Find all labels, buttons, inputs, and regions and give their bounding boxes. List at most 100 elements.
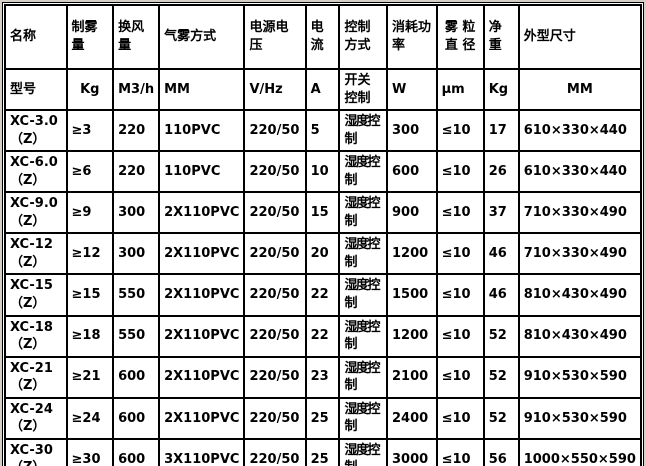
table-row: XC-9.0（Z） ≥9 300 2X110PVC 220/50 15 湿度控制 900 ≤10… bbox=[4, 191, 643, 235]
voltage-cell: 220/50 bbox=[243, 232, 307, 276]
voltage-cell: 220/50 bbox=[243, 273, 307, 317]
current-cell: 25 bbox=[304, 396, 341, 440]
net-weight-cell: 52 bbox=[482, 355, 520, 399]
table-header: 名称 制雾量 换风量 气雾方式 电源电压 电流 控制方式 消耗功 率 雾 粒 直… bbox=[4, 4, 643, 112]
mist-method-cell: 3X110PVC bbox=[158, 437, 246, 466]
mist-output-cell: ≥18 bbox=[65, 314, 115, 358]
power-cell: 1500 bbox=[385, 273, 438, 317]
unit-switch-control: 开关控制 bbox=[338, 67, 388, 112]
power-cell: 2100 bbox=[385, 355, 438, 399]
mist-method-cell: 2X110PVC bbox=[158, 273, 246, 317]
power-cell: 3000 bbox=[385, 437, 438, 466]
droplet-diameter-cell: ≤10 bbox=[435, 191, 485, 235]
table-row: XC-12（Z） ≥12 300 2X110PVC 220/50 20 湿度控制 1200 ≤1… bbox=[4, 232, 643, 276]
droplet-diameter-cell: ≤10 bbox=[435, 396, 485, 440]
mist-output-cell: ≥9 bbox=[65, 191, 115, 235]
droplet-diameter-cell: ≤10 bbox=[435, 355, 485, 399]
unit-m3h: M3/h bbox=[112, 67, 161, 112]
unit-mm2: MM bbox=[517, 67, 643, 112]
dimensions-cell: 610×330×440 bbox=[517, 109, 643, 153]
power-cell: 600 bbox=[385, 150, 438, 194]
power-cell: 2400 bbox=[385, 396, 438, 440]
unit-a: A bbox=[304, 67, 341, 112]
control-mode-cell: 湿度控制 bbox=[338, 396, 388, 440]
mist-output-cell: ≥3 bbox=[65, 109, 115, 153]
model-cell: XC-3.0（Z） bbox=[4, 109, 68, 153]
air-volume-cell: 550 bbox=[112, 314, 161, 358]
dimensions-cell: 610×330×440 bbox=[517, 150, 643, 194]
table-row: XC-6.0（Z） ≥6 220 110PVC 220/50 10 湿度控制 600 ≤10 26… bbox=[4, 150, 643, 194]
net-weight-cell: 56 bbox=[482, 437, 520, 466]
mist-method-cell: 110PVC bbox=[158, 109, 246, 153]
net-weight-cell: 52 bbox=[482, 314, 520, 358]
dimensions-cell: 710×330×490 bbox=[517, 191, 643, 235]
current-cell: 20 bbox=[304, 232, 341, 276]
air-volume-cell: 300 bbox=[112, 191, 161, 235]
voltage-cell: 220/50 bbox=[243, 109, 307, 153]
unit-kg2: Kg bbox=[482, 67, 520, 112]
control-mode-cell: 湿度控制 bbox=[338, 232, 388, 276]
unit-kg: Kg bbox=[65, 67, 115, 112]
dimensions-cell: 910×530×590 bbox=[517, 355, 643, 399]
power-cell: 1200 bbox=[385, 314, 438, 358]
spec-table: 名称 制雾量 换风量 气雾方式 电源电压 电流 控制方式 消耗功 率 雾 粒 直… bbox=[4, 4, 643, 466]
droplet-diameter-cell: ≤10 bbox=[435, 314, 485, 358]
header-control: 控制方式 bbox=[338, 4, 388, 70]
header-mist-output: 制雾量 bbox=[65, 4, 115, 70]
header-mist-method: 气雾方式 bbox=[158, 4, 246, 70]
net-weight-cell: 46 bbox=[482, 273, 520, 317]
voltage-cell: 220/50 bbox=[243, 314, 307, 358]
current-cell: 23 bbox=[304, 355, 341, 399]
power-cell: 1200 bbox=[385, 232, 438, 276]
air-volume-cell: 220 bbox=[112, 150, 161, 194]
model-cell: XC-24（Z） bbox=[4, 396, 68, 440]
header-air-volume: 换风量 bbox=[112, 4, 161, 70]
current-cell: 10 bbox=[304, 150, 341, 194]
model-cell: XC-21（Z） bbox=[4, 355, 68, 399]
unit-vhz: V/Hz bbox=[243, 67, 307, 112]
net-weight-cell: 52 bbox=[482, 396, 520, 440]
current-cell: 22 bbox=[304, 314, 341, 358]
dimensions-cell: 1000×550×590 bbox=[517, 437, 643, 466]
current-cell: 15 bbox=[304, 191, 341, 235]
unit-mm: MM bbox=[158, 67, 246, 112]
droplet-diameter-cell: ≤10 bbox=[435, 232, 485, 276]
voltage-cell: 220/50 bbox=[243, 437, 307, 466]
header-row-titles: 名称 制雾量 换风量 气雾方式 电源电压 电流 控制方式 消耗功 率 雾 粒 直… bbox=[4, 4, 643, 70]
mist-method-cell: 2X110PVC bbox=[158, 191, 246, 235]
droplet-diameter-cell: ≤10 bbox=[435, 109, 485, 153]
header-dimensions: 外型尺寸 bbox=[517, 4, 643, 70]
droplet-diameter-cell: ≤10 bbox=[435, 150, 485, 194]
droplet-diameter-cell: ≤10 bbox=[435, 437, 485, 466]
model-cell: XC-12（Z） bbox=[4, 232, 68, 276]
current-cell: 22 bbox=[304, 273, 341, 317]
voltage-cell: 220/50 bbox=[243, 191, 307, 235]
current-cell: 5 bbox=[304, 109, 341, 153]
table-row: XC-18（Z） ≥18 550 2X110PVC 220/50 22 湿度控制 1200 ≤1… bbox=[4, 314, 643, 358]
dimensions-cell: 910×530×590 bbox=[517, 396, 643, 440]
air-volume-cell: 220 bbox=[112, 109, 161, 153]
header-name: 名称 bbox=[4, 4, 68, 70]
net-weight-cell: 17 bbox=[482, 109, 520, 153]
model-cell: XC-9.0（Z） bbox=[4, 191, 68, 235]
control-mode-cell: 湿度控制 bbox=[338, 191, 388, 235]
control-mode-cell: 湿度控制 bbox=[338, 273, 388, 317]
mist-method-cell: 110PVC bbox=[158, 150, 246, 194]
mist-method-cell: 2X110PVC bbox=[158, 232, 246, 276]
mist-output-cell: ≥24 bbox=[65, 396, 115, 440]
dimensions-cell: 810×430×490 bbox=[517, 314, 643, 358]
droplet-diameter-cell: ≤10 bbox=[435, 273, 485, 317]
model-cell: XC-15（Z） bbox=[4, 273, 68, 317]
net-weight-cell: 26 bbox=[482, 150, 520, 194]
table-row: XC-24（Z） ≥24 600 2X110PVC 220/50 25 湿度控制 2400 ≤1… bbox=[4, 396, 643, 440]
mist-output-cell: ≥30 bbox=[65, 437, 115, 466]
unit-w: W bbox=[385, 67, 438, 112]
model-cell: XC-18（Z） bbox=[4, 314, 68, 358]
mist-output-cell: ≥12 bbox=[65, 232, 115, 276]
air-volume-cell: 550 bbox=[112, 273, 161, 317]
voltage-cell: 220/50 bbox=[243, 150, 307, 194]
control-mode-cell: 湿度控制 bbox=[338, 314, 388, 358]
model-cell: XC-30（Z） bbox=[4, 437, 68, 466]
